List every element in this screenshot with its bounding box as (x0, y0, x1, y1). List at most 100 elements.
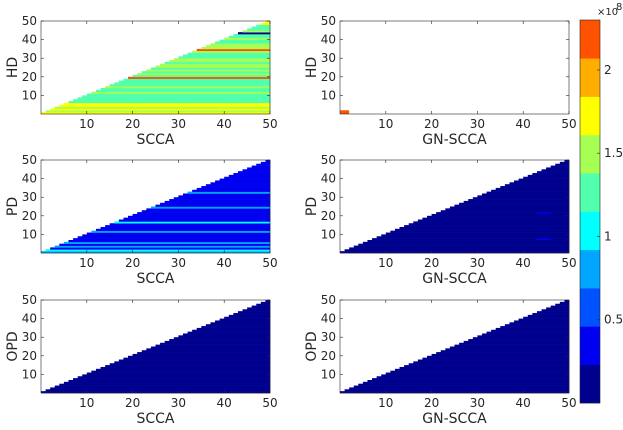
heatmap-row (128, 76, 271, 79)
heatmap-row (559, 301, 570, 305)
heatmap-cells (340, 160, 570, 254)
heatmap-row (472, 337, 570, 340)
x-tick-label: 30 (470, 256, 485, 270)
heatmap-row (150, 206, 271, 209)
colorbar-bin (580, 364, 600, 404)
heatmap-row (385, 372, 570, 375)
heatmap-row (376, 236, 570, 239)
heatmap-row (440, 350, 570, 353)
heatmap-row (413, 361, 570, 364)
heatmap-cells (41, 21, 271, 115)
heatmap-row (118, 359, 271, 362)
heatmap-row (353, 245, 570, 248)
x-tick-label: 20 (125, 117, 140, 131)
y-tick-label: 40 (321, 172, 336, 186)
colorbar-tick-label: 1.5 (604, 146, 623, 160)
axes-box (40, 20, 271, 115)
heatmap-row (141, 210, 271, 213)
colorbar-bin (580, 134, 600, 174)
heatmap-row (381, 374, 570, 377)
heatmap-row (477, 195, 570, 198)
heatmap-row (247, 307, 271, 310)
colorbar-tick-label: 2 (604, 63, 612, 77)
heatmap-row (173, 337, 271, 340)
heatmap-row (381, 234, 570, 237)
heatmap-row (340, 391, 570, 394)
x-axis-label: GN-SCCA (422, 132, 487, 148)
heatmap-row (54, 106, 271, 109)
heatmap-row (477, 335, 570, 338)
heatmap-row (86, 232, 271, 235)
heatmap-row (150, 346, 271, 349)
y-tick-label: 50 (22, 293, 37, 307)
y-tick-label: 50 (22, 14, 37, 28)
heatmap-cells (41, 300, 271, 394)
heatmap-row (86, 372, 271, 375)
heatmap-row (160, 63, 271, 66)
y-tick-label: 40 (22, 312, 37, 326)
y-tick-label: 20 (321, 349, 336, 363)
heatmap-row (201, 186, 271, 189)
heatmap-row (82, 95, 271, 98)
colorbar-exponent-sup: 8 (616, 2, 622, 13)
x-tick-label: 10 (79, 117, 94, 131)
heatmap-row (367, 239, 570, 243)
heatmap-row (169, 60, 271, 63)
heatmap-cells (340, 300, 570, 394)
y-tick-label: 40 (321, 312, 336, 326)
heatmap-row (196, 187, 271, 191)
heatmap-row (123, 217, 271, 220)
heatmap-row (256, 303, 271, 306)
heatmap-row (109, 363, 271, 366)
heatmap-row (219, 318, 271, 321)
x-tick-label: 50 (561, 396, 576, 410)
x-tick-label: 50 (262, 396, 277, 410)
heatmap-row (523, 316, 570, 319)
y-tick-label: 30 (22, 330, 37, 344)
heatmap-row (233, 34, 271, 37)
heatmap-cell (340, 110, 350, 114)
heatmap-row (431, 213, 570, 217)
heatmap-row (45, 110, 271, 113)
panel-hd-gnscca: 10 10 20 20 30 30 40 40 50 50 GN-SCCA HD (304, 14, 577, 148)
axes-box (339, 20, 570, 115)
heatmap-row (468, 339, 570, 342)
heatmap-row (73, 378, 271, 381)
heatmap-row (201, 47, 271, 50)
heatmap-row (463, 200, 570, 204)
heatmap-row (500, 326, 570, 329)
heatmap-row (256, 163, 271, 166)
heatmap-row (463, 340, 570, 344)
heatmap-row (514, 180, 570, 183)
y-axis-label: PD (304, 197, 320, 216)
heatmap-row (509, 322, 570, 325)
y-tick-label: 20 (22, 349, 37, 363)
heatmap-row (518, 178, 570, 181)
heatmap-row (128, 355, 271, 358)
heatmap-row (105, 86, 271, 89)
heatmap-row (91, 230, 271, 233)
heatmap-row (59, 243, 271, 246)
heatmap-row (523, 176, 570, 179)
x-tick-label: 40 (217, 117, 232, 131)
y-tick-label: 10 (321, 88, 336, 102)
heatmap-row (178, 56, 271, 59)
y-tick-label: 50 (321, 293, 336, 307)
heatmap-row (173, 197, 271, 200)
heatmap-row (399, 366, 570, 370)
heatmap-row (187, 191, 271, 194)
heatmap-row (68, 379, 271, 383)
heatmap-row (82, 374, 271, 377)
x-tick-label: 30 (470, 396, 485, 410)
heatmap-row (182, 193, 271, 196)
heatmap-row (59, 104, 271, 107)
heatmap-row (340, 251, 570, 254)
heatmap-row (123, 357, 271, 360)
heatmap-row (372, 238, 570, 241)
colorbar-tick-label: 1 (604, 229, 612, 243)
heatmap-row (504, 184, 570, 187)
colorbar-bin (580, 288, 600, 327)
panel-opd-scca: 10 10 20 20 30 30 40 40 50 50 SCCA OPD (5, 293, 278, 427)
heatmap-row (349, 247, 570, 250)
colorbar-exponent: ×10 (597, 7, 618, 18)
